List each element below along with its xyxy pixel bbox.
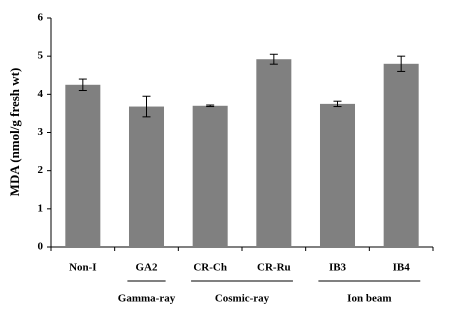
group-label: Cosmic-ray xyxy=(215,293,270,305)
x-tick-label: IB4 xyxy=(393,262,411,274)
y-tick-label: 2 xyxy=(38,164,44,176)
bar xyxy=(319,103,356,247)
bar xyxy=(256,59,292,247)
y-tick-label: 3 xyxy=(38,126,44,138)
bar xyxy=(128,106,165,248)
bar xyxy=(192,105,228,248)
x-tick-label: Non-I xyxy=(69,262,97,274)
group-label: Ion beam xyxy=(347,293,391,305)
y-tick-label: 0 xyxy=(38,241,44,253)
x-tick-label: IB3 xyxy=(329,262,347,274)
y-tick-label: 6 xyxy=(38,12,44,24)
y-tick-label: 1 xyxy=(38,202,44,214)
bar xyxy=(65,84,101,248)
y-axis-label: MDA (nmol/g fresh wt) xyxy=(7,68,22,197)
bar xyxy=(383,63,419,247)
x-tick-label: CR-Ch xyxy=(193,262,227,274)
y-tick-label: 5 xyxy=(38,50,44,62)
group-label: Gamma-ray xyxy=(118,293,176,305)
y-tick-label: 4 xyxy=(38,88,44,100)
x-tick-label: CR-Ru xyxy=(257,262,291,274)
x-tick-label: GA2 xyxy=(136,262,159,274)
